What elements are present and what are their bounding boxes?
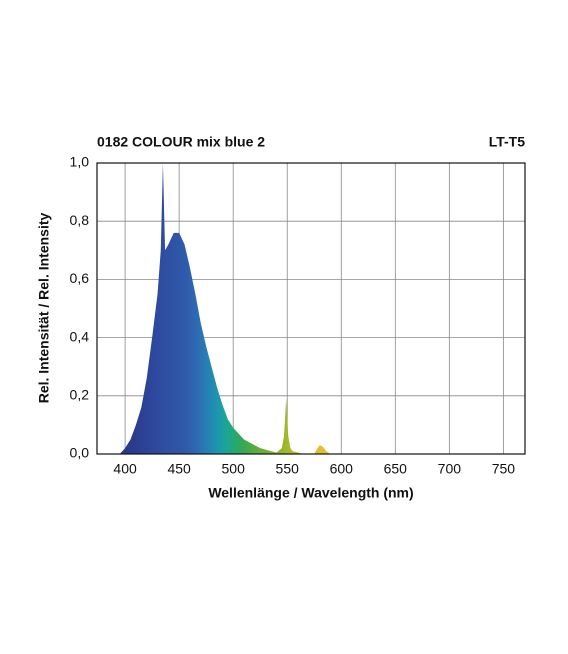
x-tick-label: 750 — [492, 461, 516, 477]
x-axis-label: Wellenlänge / Wavelength (nm) — [208, 485, 413, 501]
x-tick-label: 600 — [330, 461, 354, 477]
x-tick-label: 700 — [438, 461, 462, 477]
x-tick-label: 550 — [276, 461, 300, 477]
y-tick-label: 0,4 — [70, 328, 90, 344]
y-tick-label: 0,8 — [70, 212, 90, 228]
y-tick-label: 0,6 — [70, 270, 90, 286]
chart-subtitle: LT-T5 — [489, 134, 526, 150]
y-axis-label: Rel. Intensität / Rel. Intensity — [36, 212, 52, 403]
plot-frame — [96, 162, 526, 455]
chart-title: 0182 COLOUR mix blue 2 — [97, 134, 265, 150]
x-tick-label: 500 — [222, 461, 246, 477]
y-tick-label: 0,2 — [70, 387, 90, 403]
spectrum-area — [119, 163, 331, 454]
x-tick-label: 650 — [384, 461, 408, 477]
x-tick-label: 450 — [167, 461, 191, 477]
y-tick-label: 0,0 — [70, 445, 90, 461]
x-tick-label: 400 — [113, 461, 137, 477]
y-tick-label: 1,0 — [70, 154, 90, 170]
